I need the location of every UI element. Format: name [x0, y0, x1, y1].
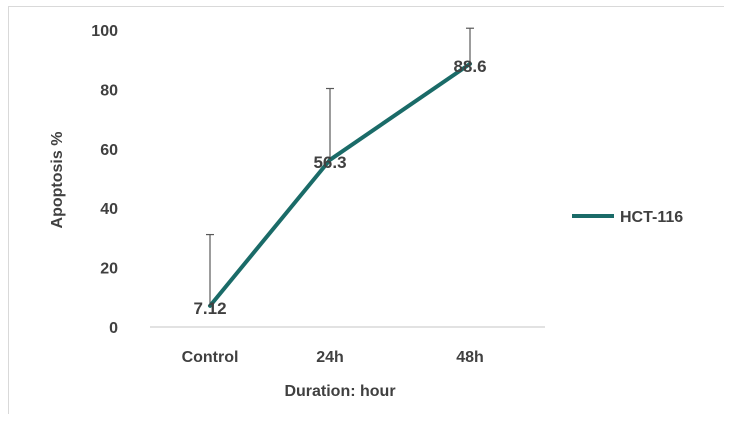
error-bars [206, 27, 474, 306]
y-tick-label: 0 [109, 320, 118, 337]
legend-label-hct116: HCT-116 [620, 209, 683, 226]
x-axis-ticks: Control 24h 48h [182, 349, 484, 366]
x-tick-label: 48h [456, 349, 484, 366]
y-axis-ticks: 0 20 40 60 80 100 [91, 23, 118, 337]
data-label: 7.12 [193, 299, 226, 318]
y-tick-label: 20 [100, 261, 118, 278]
series-line-hct116 [208, 61, 472, 308]
legend: HCT-116 [572, 209, 683, 226]
data-label: 88.6 [453, 57, 486, 76]
x-tick-label: Control [182, 349, 239, 366]
data-labels: 7.12 56.3 88.6 [193, 57, 486, 318]
y-tick-label: 60 [100, 142, 118, 159]
x-tick-label: 24h [316, 349, 344, 366]
x-axis-title: Duration: hour [284, 383, 395, 400]
y-tick-label: 100 [91, 23, 118, 40]
data-label: 56.3 [313, 153, 346, 172]
y-axis-title: Apoptosis % [49, 132, 66, 229]
y-tick-label: 40 [100, 201, 118, 218]
chart-frame [8, 6, 724, 414]
y-tick-label: 80 [100, 82, 118, 99]
